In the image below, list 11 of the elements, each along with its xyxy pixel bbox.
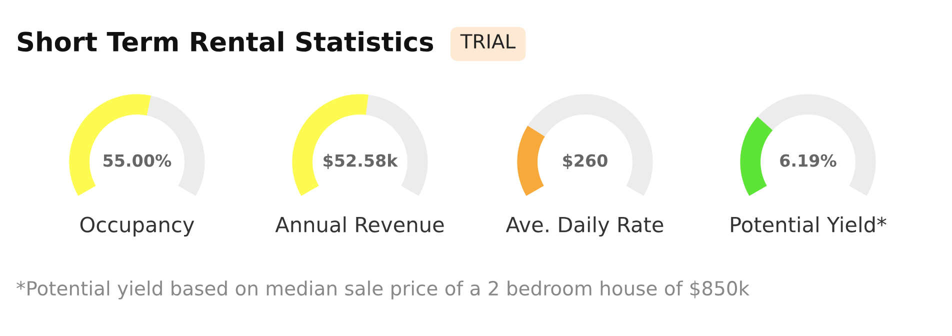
text: 6.19% [780,154,836,167]
text: Short Term Rental Statistics [18,31,434,52]
text: Annual Revenue [275,216,444,232]
text: Ave. Daily Rate [506,216,664,237]
text: $52.58k [324,154,398,170]
text: TRIAL [460,34,516,48]
text: Potential Yield* [731,216,886,232]
text: $260 [563,154,608,170]
text: 55.00% [104,154,172,167]
text: Occupancy [80,216,194,237]
text: *Potential yield based on median sale price of a 2 bedroom house of $850k [16,280,750,300]
